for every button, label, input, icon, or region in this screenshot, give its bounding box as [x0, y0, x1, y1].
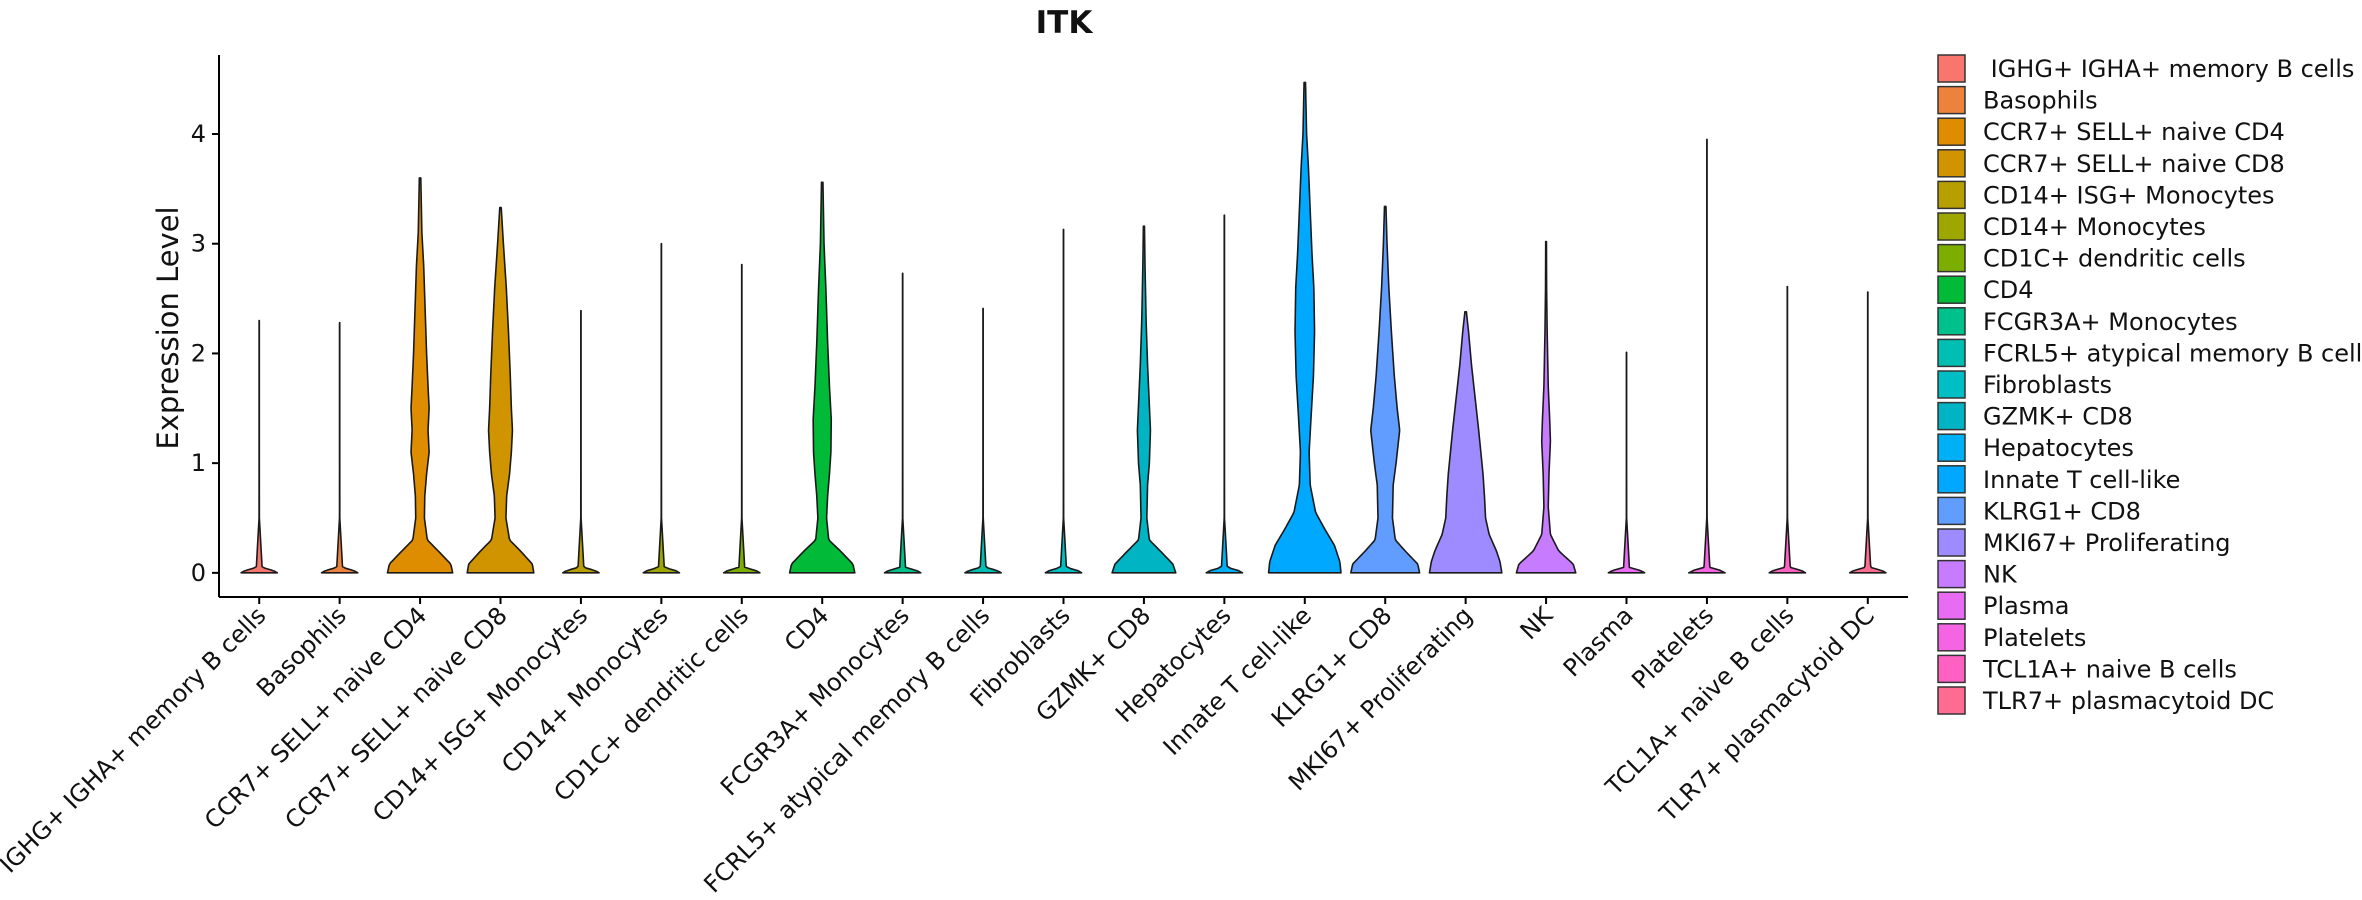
legend-label: IGHG+ IGHA+ memory B cells: [1983, 55, 2354, 83]
violin-21: [1848, 291, 1887, 574]
legend-label: FCRL5+ atypical memory B cells: [1983, 339, 2362, 367]
y-axis-label: Expression Level: [151, 206, 185, 449]
violins-group: [240, 81, 1887, 574]
legend-label: CD14+ ISG+ Monocytes: [1983, 181, 2275, 209]
legend-key: [1937, 180, 1966, 210]
legend-key: [1937, 559, 1966, 589]
x-axis-ticks: IGHG+ IGHA+ memory B cellsBasophilsCCR7+…: [0, 597, 1880, 898]
violin-14: [1267, 81, 1342, 574]
legend-label: Basophils: [1983, 87, 2098, 115]
x-tick-label: IGHG+ IGHA+ memory B cells: [0, 601, 271, 878]
legend-key: [1937, 623, 1966, 652]
x-tick-label: Innate T cell-like: [1158, 601, 1317, 760]
legend-label: TLR7+ plasmacytoid DC: [1982, 687, 2274, 715]
legend-label: MKI67+ Proliferating: [1983, 529, 2231, 557]
y-tick-label: 0: [191, 559, 206, 587]
legend-label: CD14+ Monocytes: [1983, 213, 2206, 241]
legend-key: [1937, 465, 1966, 494]
violin-6: [642, 242, 681, 574]
legend-key: [1937, 212, 1966, 241]
legend-key: [1937, 370, 1966, 399]
violin-20: [1768, 285, 1807, 574]
legend-label: NK: [1983, 561, 2018, 589]
violin-4: [466, 206, 535, 574]
legend-label: Innate T cell-like: [1983, 466, 2180, 494]
x-tick-label: CD4: [779, 601, 835, 657]
violin-12: [1111, 225, 1177, 574]
x-tick-label: NK: [1515, 601, 1560, 646]
legend-key: [1937, 85, 1966, 115]
violin-18: [1607, 351, 1646, 574]
violin-19: [1688, 138, 1726, 574]
legend-key: [1937, 54, 1966, 83]
violin-8: [788, 181, 856, 574]
violin-16: [1428, 310, 1503, 574]
violin-15: [1350, 205, 1421, 574]
violin-10: [964, 307, 1002, 574]
legend-label: FCGR3A+ Monocytes: [1983, 308, 2238, 336]
legend-label: CCR7+ SELL+ naive CD4: [1983, 118, 2285, 146]
legend-key: [1937, 275, 1966, 304]
legend-key: [1937, 243, 1966, 273]
y-tick-label: 4: [191, 120, 206, 148]
violin-11: [1044, 228, 1083, 574]
legend-label: Platelets: [1983, 624, 2086, 652]
y-tick-label: 1: [191, 449, 206, 477]
legend-key: [1937, 149, 1966, 178]
legend-label: Hepatocytes: [1983, 434, 2134, 462]
violin-1: [240, 319, 279, 574]
legend-key: [1937, 117, 1966, 146]
chart-title: ITK: [1036, 5, 1094, 41]
violin-9: [883, 272, 922, 574]
legend-key: [1937, 654, 1966, 684]
legend-key: [1937, 401, 1966, 431]
legend-key: [1937, 591, 1966, 620]
x-tick-label: Plasma: [1558, 601, 1639, 682]
y-tick-label: 3: [191, 230, 206, 258]
legend-label: CCR7+ SELL+ naive CD8: [1983, 150, 2285, 178]
legend-label: Fibroblasts: [1983, 371, 2112, 399]
legend-label: KLRG1+ CD8: [1983, 497, 2141, 525]
legend: IGHG+ IGHA+ memory B cells Basophils CCR7+…: [1937, 54, 2362, 715]
legend-key: [1937, 307, 1966, 336]
violin-17: [1515, 240, 1577, 574]
legend-label: GZMK+ CD8: [1983, 403, 2133, 431]
legend-label: Plasma: [1983, 592, 2069, 620]
legend-label: CD4: [1983, 276, 2034, 304]
y-tick-label: 2: [191, 339, 206, 367]
violin-13: [1205, 214, 1244, 574]
y-axis-ticks: 0 1 2 3 4: [191, 120, 219, 587]
legend-key: [1937, 686, 1966, 715]
violin-3: [386, 177, 454, 574]
legend-key: [1937, 433, 1966, 462]
violin-5: [562, 309, 600, 574]
violin-7: [722, 263, 761, 574]
x-tick-label: FCRL5+ atypical memory B cells: [698, 601, 995, 898]
legend-key: [1937, 338, 1966, 368]
legend-label: TCL1A+ naive B cells: [1982, 655, 2237, 683]
legend-key: [1937, 496, 1966, 526]
violin-2: [320, 321, 359, 574]
legend-label: CD1C+ dendritic cells: [1983, 245, 2246, 273]
legend-key: [1937, 528, 1966, 557]
